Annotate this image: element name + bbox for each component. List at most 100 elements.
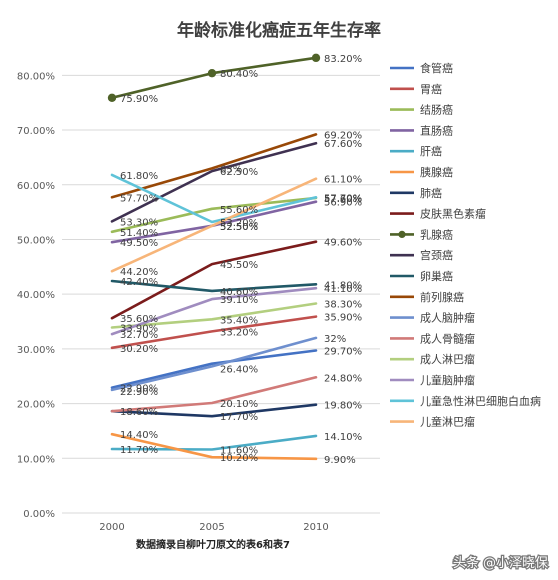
data-label: 14.10% [324,432,362,443]
series-line [110,434,318,451]
data-label: 62.50% [220,167,258,178]
legend-label: 皮肤黑色素瘤 [420,207,486,221]
series-marker [107,93,117,102]
series-line [110,432,318,461]
data-label: 35.60% [120,314,158,325]
x-tick-label: 2000 [99,522,124,533]
data-label: 41.80% [324,280,362,291]
legend-label: 食管癌 [420,61,453,75]
gridlines [62,74,380,514]
data-label: 49.50% [120,238,158,249]
legend-label: 直肠癌 [420,123,453,137]
data-label: 69.20% [324,130,362,141]
data-label: 80.40% [220,69,258,80]
series-marker [207,68,217,78]
x-tick-label: 2010 [303,522,328,533]
data-label: 35.90% [324,313,362,324]
data-label: 52.50% [220,222,258,233]
data-label: 35.40% [220,315,258,326]
data-label: 51.40% [120,228,158,239]
data-label: 57.70% [120,193,158,204]
data-label: 32.70% [120,330,158,341]
data-label: 56.90% [324,198,362,209]
series-line [110,315,318,350]
series-line [110,403,318,418]
data-label: 11.70% [120,445,158,456]
legend-label: 肺癌 [420,186,442,200]
data-label: 57.70% [324,193,362,204]
y-axis: 0.00% 10.00% 20.00% 30.00% 40.00% 50.00% 60.00… [17,71,55,520]
data-label: 22.90% [120,384,158,395]
data-label: 45.50% [220,260,258,271]
legend-label: 宫颈癌 [420,248,453,262]
legend-marker [398,230,406,238]
series-line [110,336,318,392]
series-line [110,279,318,293]
legend-label: 胰腺癌 [420,165,453,179]
data-label: 52.50% [220,222,258,233]
data-label: 32% [324,334,346,345]
y-tick-label: 20.00% [17,400,55,411]
series-line [110,375,318,413]
data-label: 20.10% [220,399,258,410]
source-note: 数据摘录自柳叶刀原文的表6和表7 [136,538,290,551]
y-tick-label: 10.00% [17,454,55,465]
y-tick-label: 80.00% [17,71,55,82]
data-label: 17.70% [220,412,258,423]
data-label: 41.10% [324,284,362,295]
series-line [110,302,318,329]
legend-label: 儿童急性淋巴细胞白血病 [420,394,541,408]
series-line [110,286,318,336]
legend-label: 卵巢癌 [420,269,453,283]
data-label: 53.30% [120,217,158,228]
data-label: 24.80% [324,373,362,384]
data-label: 39.10% [220,295,258,306]
series-line [110,173,318,224]
series-line [110,349,318,390]
data-label: 10.20% [220,453,258,464]
watermark: 头条 @小泽晓保 [453,555,548,571]
data-label: 83.20% [324,54,362,65]
legend-label: 肝癌 [420,144,442,158]
data-label: 22.90% [120,387,158,398]
data-label: 14.40% [120,430,158,441]
x-tick-label: 2005 [199,522,224,533]
data-label: 75.90% [120,94,158,105]
data-label: 19.80% [324,401,362,412]
legend-label: 前列腺癌 [420,290,464,304]
series-marker [311,53,321,63]
data-label: 61.10% [324,175,362,186]
legend-label: 结肠癌 [420,103,453,117]
data-label: 33.20% [220,327,258,338]
series-line [110,177,318,273]
series-line [110,240,318,320]
data-label: 63% [220,164,242,175]
data-labels: 22.90% 29.70% 30.20% 33.20% 35.90% 51.40% 55.6… [120,54,362,466]
x-axis: 2000 2005 2010 [99,522,328,533]
data-label: 55.60% [220,205,258,216]
series-line [110,133,318,199]
y-tick-label: 60.00% [17,181,55,192]
y-tick-label: 50.00% [17,235,55,246]
data-label: 49.60% [324,238,362,249]
data-label: 42.40% [120,277,158,288]
data-label: 29.70% [324,347,362,358]
legend-label: 成人脑肿瘤 [420,311,475,325]
legend-label: 儿童脑肿瘤 [420,373,475,387]
y-tick-label: 40.00% [17,290,55,301]
data-label: 38.30% [324,299,362,310]
data-label: 33.90% [120,324,158,335]
chart-title: 年龄标准化癌症五年生存率 [177,20,381,41]
data-label: 30.20% [120,344,158,355]
y-tick-label: 0.00% [23,509,55,520]
y-tick-label: 30.00% [17,345,55,356]
data-label: 61.80% [120,171,158,182]
legend-label: 胃癌 [420,82,442,96]
legend-label: 乳腺癌 [420,227,453,241]
data-label: 53.20% [220,218,258,229]
data-label: 44.20% [120,267,158,278]
series-line [110,196,318,234]
y-tick-label: 70.00% [17,126,55,137]
legend-label: 成人淋巴瘤 [420,352,475,366]
